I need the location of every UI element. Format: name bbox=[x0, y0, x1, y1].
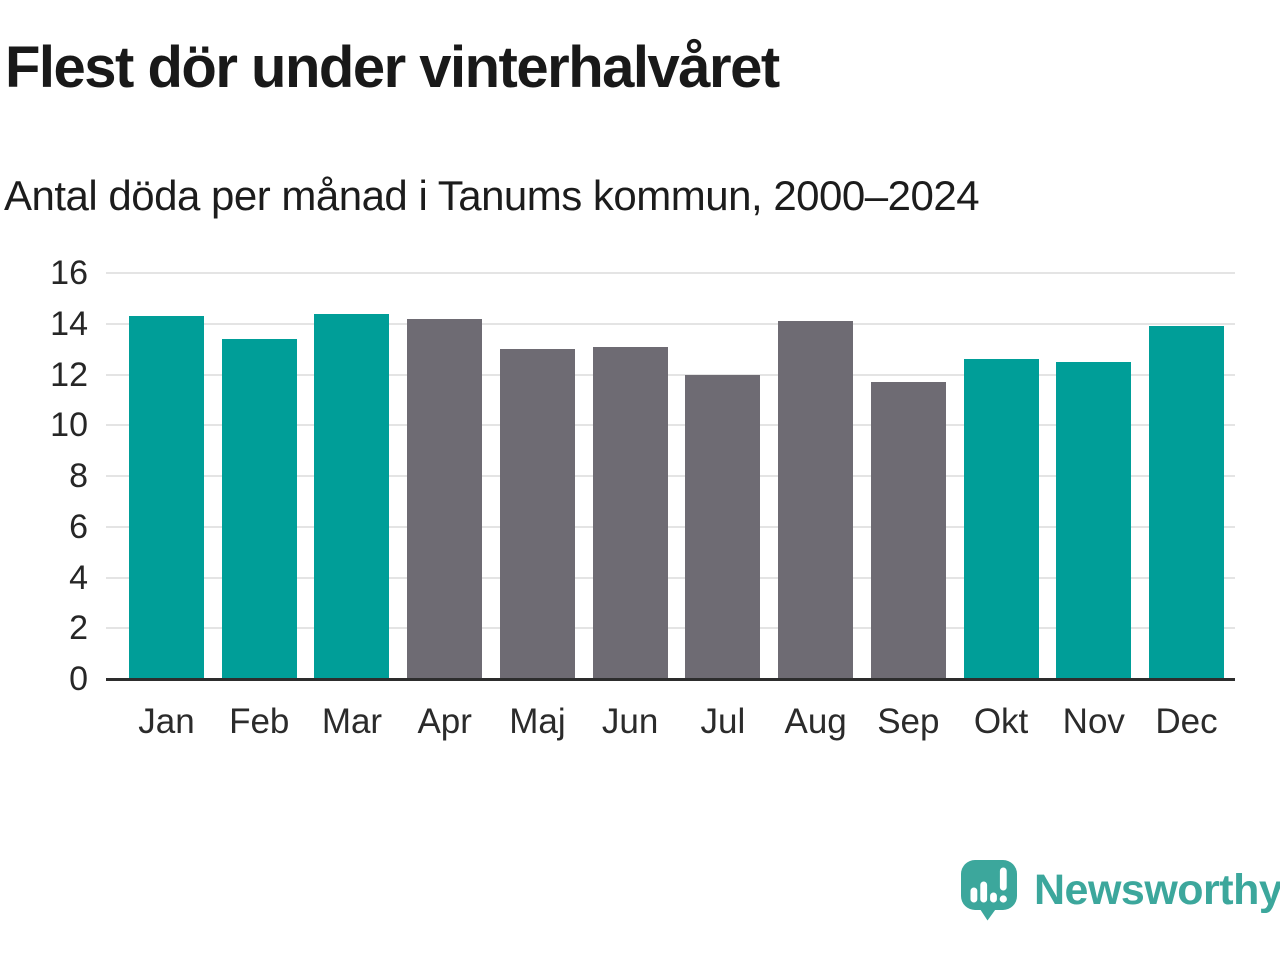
gridline bbox=[106, 475, 1235, 477]
bar-aug bbox=[778, 321, 854, 679]
bar-sep bbox=[870, 382, 946, 679]
x-tick-label: Feb bbox=[229, 702, 290, 741]
x-tick-label: Nov bbox=[1062, 702, 1125, 741]
newsworthy-logo-text: Newsworthy bbox=[1034, 865, 1280, 914]
gridline bbox=[106, 272, 1235, 274]
bar-jun bbox=[592, 346, 668, 679]
bar-dec bbox=[1149, 326, 1225, 679]
x-tick-label: Okt bbox=[973, 702, 1029, 741]
bar-nov bbox=[1056, 361, 1132, 679]
chart-title: Flest dör under vinterhalvåret bbox=[5, 35, 780, 100]
y-tick-label: 10 bbox=[50, 406, 88, 445]
bar-feb bbox=[221, 338, 297, 679]
bar-jul bbox=[685, 374, 761, 679]
gridline bbox=[106, 576, 1235, 579]
gridline bbox=[106, 322, 1235, 325]
chart-subtitle: Antal döda per månad i Tanums kommun, 20… bbox=[4, 172, 980, 219]
bar-apr bbox=[407, 318, 483, 679]
bar-jan bbox=[129, 316, 204, 679]
y-tick-label: 0 bbox=[69, 660, 88, 698]
x-tick-label: Maj bbox=[509, 702, 566, 741]
bar-maj bbox=[499, 349, 575, 679]
x-tick-label: Jun bbox=[601, 702, 659, 741]
bar-chart: 0 2 4 6 8 10 12 14 16 Jan Feb Mar Apr Maj Jun Jul Aug Se… bbox=[50, 254, 1235, 741]
newsworthy-logo: Newsworthy bbox=[958, 858, 1280, 922]
x-tick-label: Aug bbox=[784, 702, 847, 741]
gridline bbox=[106, 525, 1235, 528]
gridline bbox=[106, 424, 1235, 427]
x-tick-label: Jul bbox=[700, 702, 746, 741]
y-tick-label: 12 bbox=[50, 355, 88, 394]
x-tick-label: Mar bbox=[321, 702, 383, 741]
bar-okt bbox=[963, 359, 1039, 679]
y-tick-label: 8 bbox=[69, 457, 88, 495]
x-tick-label: Dec bbox=[1155, 702, 1218, 741]
x-axis-baseline bbox=[106, 678, 1235, 681]
y-tick-label: 6 bbox=[69, 507, 88, 546]
bar-mar bbox=[314, 313, 390, 679]
y-tick-label: 2 bbox=[69, 609, 88, 648]
gridline bbox=[106, 627, 1235, 630]
gridline bbox=[106, 373, 1235, 376]
x-tick-label: Sep bbox=[877, 702, 940, 741]
y-tick-label: 16 bbox=[50, 254, 88, 292]
y-tick-label: 4 bbox=[69, 558, 88, 597]
newsworthy-logo-icon bbox=[961, 860, 1017, 921]
x-tick-label: Jan bbox=[138, 702, 195, 741]
y-tick-label: 14 bbox=[50, 304, 88, 343]
x-tick-label: Apr bbox=[417, 702, 472, 741]
